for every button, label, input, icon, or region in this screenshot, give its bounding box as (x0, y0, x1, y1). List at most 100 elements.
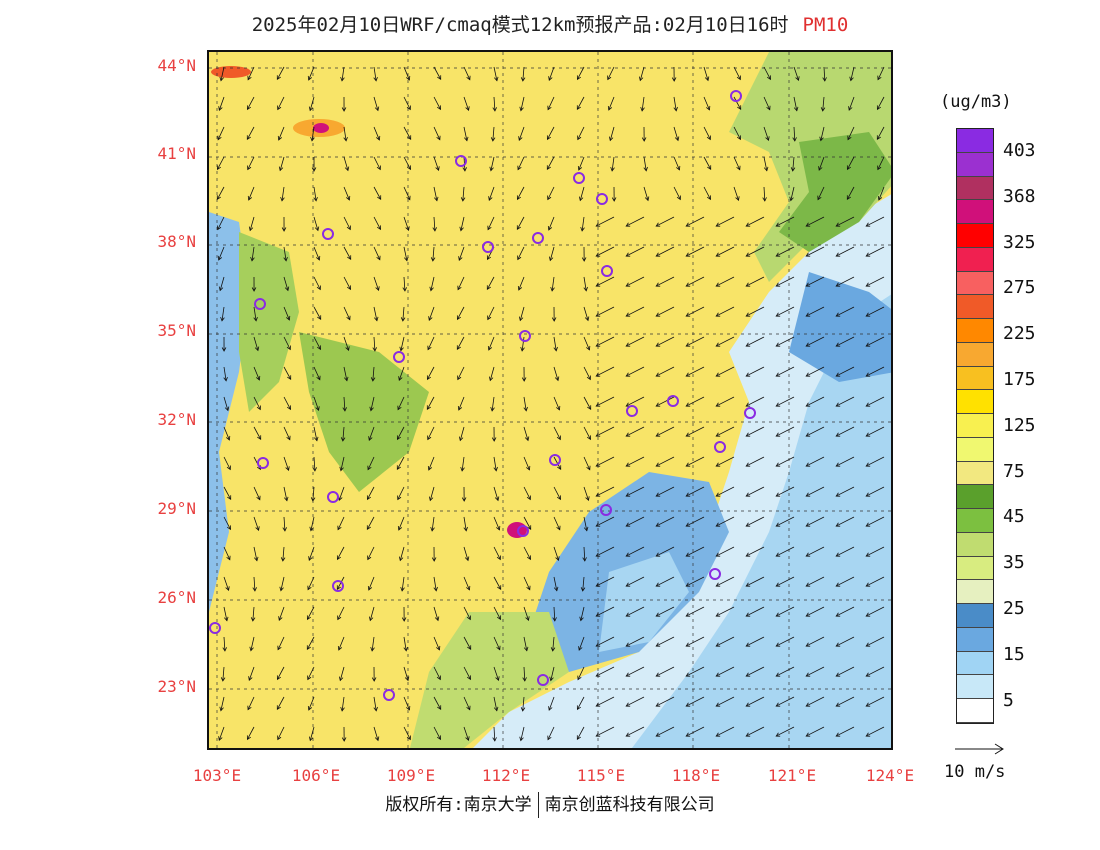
wind-arrow (655, 396, 675, 407)
wind-arrow-head (685, 552, 691, 557)
wind-arrow (313, 276, 321, 290)
wind-arrow (520, 96, 525, 111)
wind-arrow-head (403, 646, 408, 652)
wind-arrow-head (282, 527, 287, 532)
wind-arrow (685, 696, 705, 707)
wind-arrow (865, 306, 885, 317)
wind-arrow-head (278, 166, 284, 172)
wind-arrow (639, 66, 645, 81)
wind-arrow (277, 666, 285, 680)
wind-arrow-head (775, 222, 781, 227)
wind-arrow (247, 696, 255, 710)
wind-arrow (547, 126, 555, 140)
wind-arrow (576, 96, 585, 110)
wind-arrow (308, 696, 315, 711)
wind-arrow-head (766, 105, 771, 111)
wind-arrow (433, 606, 439, 621)
wind-arrow (790, 186, 795, 201)
wind-arrow-head (805, 582, 811, 587)
wind-arrow (223, 486, 232, 500)
wind-arrow (715, 246, 735, 257)
wind-arrow (277, 96, 285, 110)
wind-arrow (433, 696, 442, 710)
station-marker (322, 228, 334, 240)
wind-arrow (219, 276, 225, 291)
wind-arrow-head (526, 585, 531, 591)
wind-arrow (488, 336, 495, 351)
wind-arrow-head (247, 705, 252, 711)
wind-arrow-head (745, 552, 751, 557)
wind-arrow-head (745, 342, 751, 347)
wind-arrow (253, 546, 258, 561)
wind-arrow-head (462, 167, 467, 172)
wind-arrow-head (715, 612, 721, 617)
wind-arrow (493, 636, 501, 650)
wind-arrow-head (704, 76, 710, 82)
wind-arrow (745, 336, 765, 347)
lat-label: 35°N (157, 321, 196, 340)
wind-arrow (547, 186, 555, 200)
wind-arrow-head (586, 375, 591, 381)
wind-arrow-head (715, 222, 721, 227)
wind-arrow-head (256, 405, 261, 411)
wind-arrow-head (865, 402, 871, 407)
wind-arrow (580, 606, 585, 621)
wind-arrow (282, 546, 285, 561)
wind-arrow-head (342, 407, 347, 412)
wind-arrow (835, 546, 855, 557)
wind-arrow (835, 306, 855, 317)
wind-arrow (848, 96, 855, 111)
wind-arrow (403, 666, 409, 681)
wind-arrow-head (465, 736, 470, 742)
wind-arrow (745, 216, 765, 227)
wind-arrow-head (835, 702, 841, 707)
wind-arrow (223, 366, 227, 381)
wind-arrow-head (607, 75, 612, 81)
wind-arrow-head (877, 165, 882, 171)
wind-arrow (595, 366, 615, 377)
wind-arrow (523, 486, 531, 500)
wind-arrow-head (577, 135, 582, 141)
wind-arrow-head (488, 196, 493, 201)
wind-arrow-head (793, 106, 799, 112)
wind-arrow (655, 666, 675, 677)
wind-arrow-head (655, 432, 661, 437)
wind-arrow (763, 66, 771, 80)
wind-arrow-head (877, 195, 883, 201)
wind-arrow (493, 486, 499, 501)
station-marker (709, 568, 721, 580)
wind-arrow-head (674, 136, 680, 142)
wind-arrow-head (375, 286, 380, 292)
wind-arrow-head (307, 675, 312, 681)
wind-arrow-head (775, 582, 781, 587)
wind-arrow (553, 426, 561, 440)
wind-scale-arrow (955, 743, 1004, 755)
wind-arrow-head (775, 402, 781, 407)
wind-arrow-head (715, 432, 721, 437)
wind-arrow-head (399, 346, 404, 352)
wind-arrow-head (373, 76, 378, 82)
wind-arrow (373, 336, 376, 351)
wind-arrow (343, 276, 351, 290)
wind-arrow-head (406, 75, 411, 81)
colorbar-segment (957, 699, 993, 723)
wind-arrow (313, 216, 319, 231)
wind-arrow-head (309, 526, 314, 532)
wind-arrow (745, 486, 765, 497)
wind-arrow (655, 246, 675, 257)
wind-arrow (805, 306, 825, 317)
wind-arrow (763, 186, 766, 201)
wind-arrow-head (641, 137, 647, 142)
wind-arrow (223, 396, 229, 411)
wind-arrow-head (715, 522, 721, 527)
wind-arrow (459, 426, 465, 441)
wind-arrow-head (655, 282, 661, 287)
wind-arrow (373, 276, 379, 291)
wind-arrow (403, 216, 409, 231)
wind-arrow-head (257, 435, 262, 441)
wind-arrow (341, 696, 345, 711)
wind-arrow-head (762, 197, 767, 202)
wind-arrow (625, 486, 645, 497)
wind-arrow (625, 306, 645, 317)
wind-arrow-head (745, 702, 751, 707)
